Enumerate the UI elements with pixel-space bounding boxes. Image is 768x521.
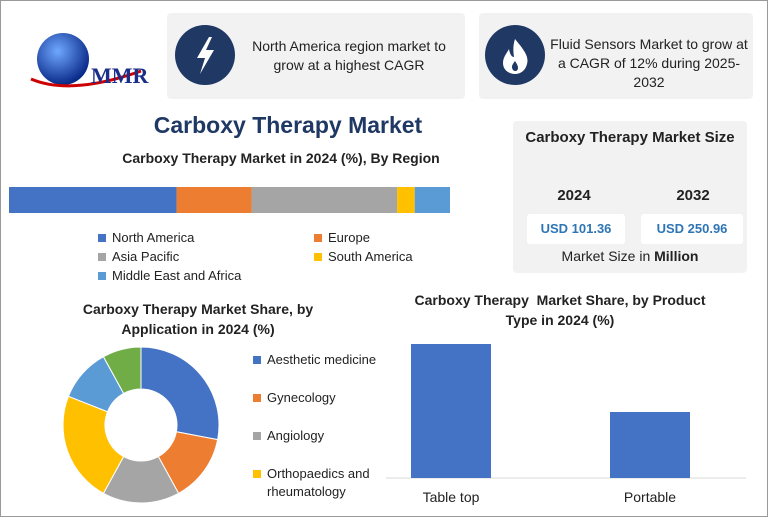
legend-label: Aesthetic medicine [267,352,377,367]
size-value: USD 250.96 [641,214,743,244]
legend: Aesthetic medicine Gynecology Angiology Ort… [253,351,393,521]
donut-slice [62,395,125,495]
x-tick-label: Table top [423,489,480,505]
size-note-unit: Million [654,248,699,264]
size-note-prefix: Market Size in [561,248,651,264]
legend-swatch [98,253,106,261]
legend-label: Gynecology [267,390,336,405]
bolt-icon [197,37,214,74]
legend-label: Orthopaedics and rheumatology [267,466,370,499]
bar-segment [9,187,177,213]
logo-text: MMR [91,63,150,88]
legend-label: South America [328,249,413,264]
legend-label: North America [112,230,195,245]
size-note: Market Size in Million [513,248,747,264]
flame-icon [503,39,528,74]
legend-swatch [253,356,261,364]
legend-item: Gynecology [253,389,393,407]
legend-swatch [98,234,106,242]
bar [610,412,690,478]
size-year: 2032 [676,187,710,204]
legend-item: Aesthetic medicine [253,351,393,369]
legend-item: South America [314,248,438,266]
bar-segment [414,187,450,213]
callout-text: Fluid Sensors Market to grow at a CAGR o… [550,36,748,90]
legend-swatch [314,234,322,242]
size-title: Carboxy Therapy Market Size [525,129,735,146]
callout-text: North America region market to grow at a… [252,38,446,73]
legend-label: Asia Pacific [112,249,180,264]
size-year: 2024 [557,187,591,204]
legend-label: Angiology [267,428,325,443]
legend-label: Middle East and Africa [112,268,242,283]
bar [411,344,491,478]
legend: North America Europe Asia Pacific South Ame… [98,229,438,285]
chart-title: Carboxy Therapy Market Share, by Product… [414,292,710,328]
size-value: USD 101.36 [527,214,625,244]
legend-label: Europe [328,230,370,245]
logo-globe [37,33,89,85]
legend-item: Middle East and Africa [98,267,314,285]
bar-segment [176,187,252,213]
legend-swatch [314,253,322,261]
donut-slice [140,346,220,441]
legend-swatch [253,394,261,402]
legend-swatch [253,470,261,478]
callout-box [167,13,465,99]
bar-segment [397,187,415,213]
legend-item: Orthopaedics and rheumatology [253,465,393,501]
callout-box [479,13,753,99]
chart-title: Carboxy Therapy Market Share, by Applica… [82,301,317,337]
legend-item: Angiology [253,427,393,445]
donut-slice [102,346,142,395]
logo-swoosh [30,69,142,88]
legend-item: North America [98,229,314,247]
bar-segment [251,187,398,213]
chart-title: Carboxy Therapy Market in 2024 (%), By R… [122,150,440,166]
main-title: Carboxy Therapy Market [153,112,423,138]
legend-item: Europe [314,229,438,247]
x-tick-label: Portable [624,489,676,505]
legend-swatch [98,272,106,280]
legend-swatch [253,432,261,440]
legend-item: Asia Pacific [98,248,314,266]
